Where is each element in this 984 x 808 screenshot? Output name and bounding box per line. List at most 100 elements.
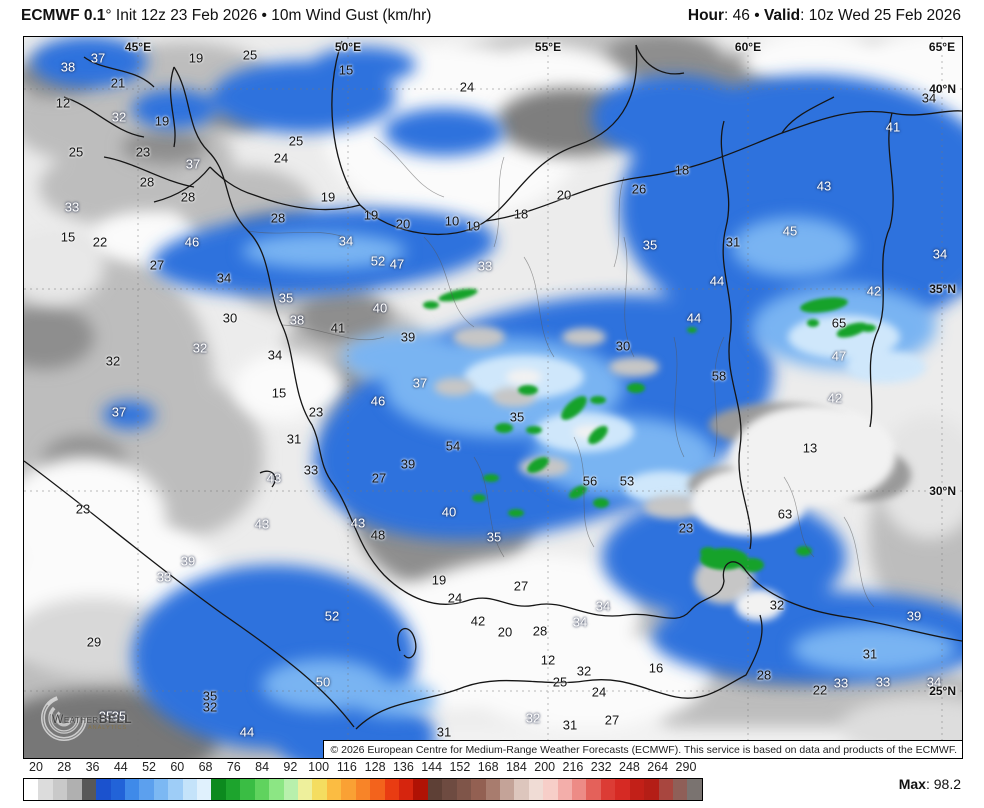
province-borders: [247, 136, 875, 608]
gust-value: 40: [441, 504, 457, 520]
gust-value: 50: [315, 674, 331, 690]
longitude-label: 60°E: [734, 40, 762, 54]
colorbar-segment: [370, 779, 385, 800]
colorbar-tick: 100: [308, 760, 330, 774]
gust-value: 39: [906, 608, 922, 624]
colorbar-segment: [67, 779, 82, 800]
gust-value: 18: [513, 206, 529, 222]
wind-gust-raster: [24, 37, 962, 758]
colorbar-segment: [586, 779, 601, 800]
colorbar-segment: [341, 779, 356, 800]
gust-value: 24: [459, 79, 475, 95]
gust-value: 33: [875, 674, 891, 690]
green-gust-layer: [423, 288, 876, 572]
colorbar-tick: 44: [113, 760, 128, 774]
gust-value: 37: [185, 156, 201, 172]
gust-value: 35: [278, 290, 294, 306]
gust-value: 37: [111, 404, 127, 420]
gust-value: 52: [370, 253, 386, 269]
colorbar-segment: [153, 779, 169, 800]
map-title: ECMWF 0.1° Init 12z 23 Feb 2026 • 10m Wi…: [21, 7, 431, 25]
colorbar-segment: [658, 779, 673, 800]
colorbar-segment: [110, 779, 125, 800]
gust-value: 32: [769, 597, 785, 613]
gust-value: 39: [400, 456, 416, 472]
bullet-separator: •: [749, 7, 764, 24]
latitude-label: 35°N: [929, 282, 956, 296]
logo-swirl-icon: [41, 695, 87, 741]
logo-subtitle: ANALYTICS: [88, 725, 128, 731]
colorbar-tick: 152: [449, 760, 471, 774]
gust-value: 28: [532, 623, 548, 639]
gust-value: 34: [216, 270, 232, 286]
colorbar-tick: 116: [336, 760, 357, 774]
gust-value: 23: [135, 144, 151, 160]
colorbar-tick: 264: [647, 760, 669, 774]
gust-value: 33: [303, 462, 319, 478]
gust-value: 19: [154, 113, 170, 129]
gust-value: 45: [782, 223, 798, 239]
model-name: ECMWF 0.1: [21, 7, 106, 24]
gust-value: 40: [372, 300, 388, 316]
colorbar-segment: [557, 779, 573, 800]
gust-value: 34: [926, 674, 942, 690]
colorbar-segment: [514, 779, 529, 800]
gust-value: 33: [833, 675, 849, 691]
gust-value: 31: [562, 717, 578, 733]
gust-value: 22: [812, 682, 828, 698]
gust-value: 10: [444, 213, 460, 229]
gust-value: 19: [363, 207, 379, 223]
hour-value: : 46: [724, 7, 750, 24]
map-canvas: 37 38 19 25 21 12 32 19 25 23 37 24 25 28 28 19 33 28 15 22…: [23, 36, 963, 759]
gust-value: 19: [188, 50, 204, 66]
colorbar-tick: 184: [505, 760, 527, 774]
gust-value: 25: [288, 133, 304, 149]
gust-value: 13: [802, 440, 818, 456]
gust-value: 31: [286, 431, 302, 447]
gust-value: 42: [827, 390, 843, 406]
latitude-label: 40°N: [929, 82, 956, 96]
gust-value: 47: [831, 348, 847, 364]
gust-value: 46: [184, 234, 200, 250]
colorbar-segment: [427, 779, 443, 800]
colorbar-segment: [543, 779, 558, 800]
gust-value: 28: [270, 210, 286, 226]
gust-value: 19: [320, 189, 336, 205]
gust-value: 37: [412, 375, 428, 391]
colorbar-segment: [629, 779, 645, 800]
colorbar-segment: [456, 779, 472, 800]
colorbar-segment: [384, 779, 399, 800]
gust-value: 25: [242, 47, 258, 63]
attribution-strip: © 2026 European Centre for Medium-Range …: [323, 740, 962, 758]
gust-value: 22: [92, 234, 108, 250]
colorbar-tick: 84: [255, 760, 270, 774]
gust-value: 42: [866, 283, 882, 299]
gust-value: 33: [477, 258, 493, 274]
latitude-label: 25°N: [929, 684, 956, 698]
gust-value: 31: [862, 646, 878, 662]
gust-value: 35: [642, 237, 658, 253]
gust-value: 32: [111, 109, 127, 125]
colorbar-tick: 60: [170, 760, 185, 774]
gust-value: 39: [400, 329, 416, 345]
gust-value: 19: [465, 218, 481, 234]
gust-value: 34: [595, 598, 611, 614]
gust-value: 34: [921, 90, 937, 106]
header: ECMWF 0.1° Init 12z 23 Feb 2026 • 10m Wi…: [0, 0, 984, 33]
gust-value: 35: [509, 409, 525, 425]
colorbar-segment: [644, 779, 659, 800]
colorbar-segment: [413, 779, 428, 800]
gust-value: 54: [445, 438, 461, 454]
gust-value: 44: [709, 273, 725, 289]
gust-value: 23: [678, 520, 694, 536]
colorbar-segment: [672, 779, 688, 800]
colorbar-tick: 20: [29, 760, 43, 774]
gust-value: 41: [885, 119, 901, 135]
colorbar-segment: [52, 779, 68, 800]
colorbar-segment: [225, 779, 241, 800]
gust-value: 35: [98, 708, 114, 724]
colorbar-tick-labels: 20 28 36 44 52 60 68 76 84 92 100 116 128 136 144 152 16…: [23, 760, 723, 776]
gust-value: 25: [68, 144, 84, 160]
gust-value: 25: [552, 674, 568, 690]
colorbar-segment: [355, 779, 371, 800]
